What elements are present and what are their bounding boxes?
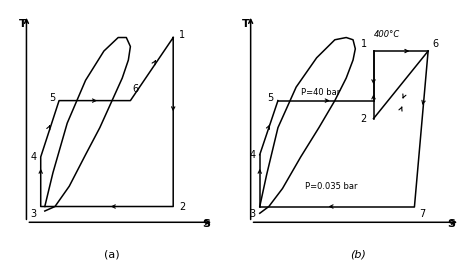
Text: 6: 6 [433,39,439,49]
Text: 7: 7 [419,209,425,219]
Text: (b): (b) [350,249,366,259]
Text: 1: 1 [179,30,185,40]
Text: 2: 2 [179,201,185,211]
Text: P=0.035 bar: P=0.035 bar [305,182,358,191]
Text: 5: 5 [49,93,55,103]
Text: 4: 4 [30,152,36,162]
Text: 1: 1 [361,39,367,49]
Text: S: S [202,219,210,229]
Text: P=40 bar: P=40 bar [301,88,340,97]
Text: 3: 3 [30,209,36,219]
Text: (a): (a) [104,249,119,259]
Text: 2: 2 [360,114,367,124]
Text: T: T [18,19,26,30]
Text: 3: 3 [249,209,255,219]
Text: 400°C: 400°C [374,30,400,39]
Text: 6: 6 [132,84,138,94]
Text: 5: 5 [267,93,273,103]
Text: 4: 4 [249,150,255,160]
Text: T: T [242,19,250,30]
Text: S: S [447,219,456,229]
